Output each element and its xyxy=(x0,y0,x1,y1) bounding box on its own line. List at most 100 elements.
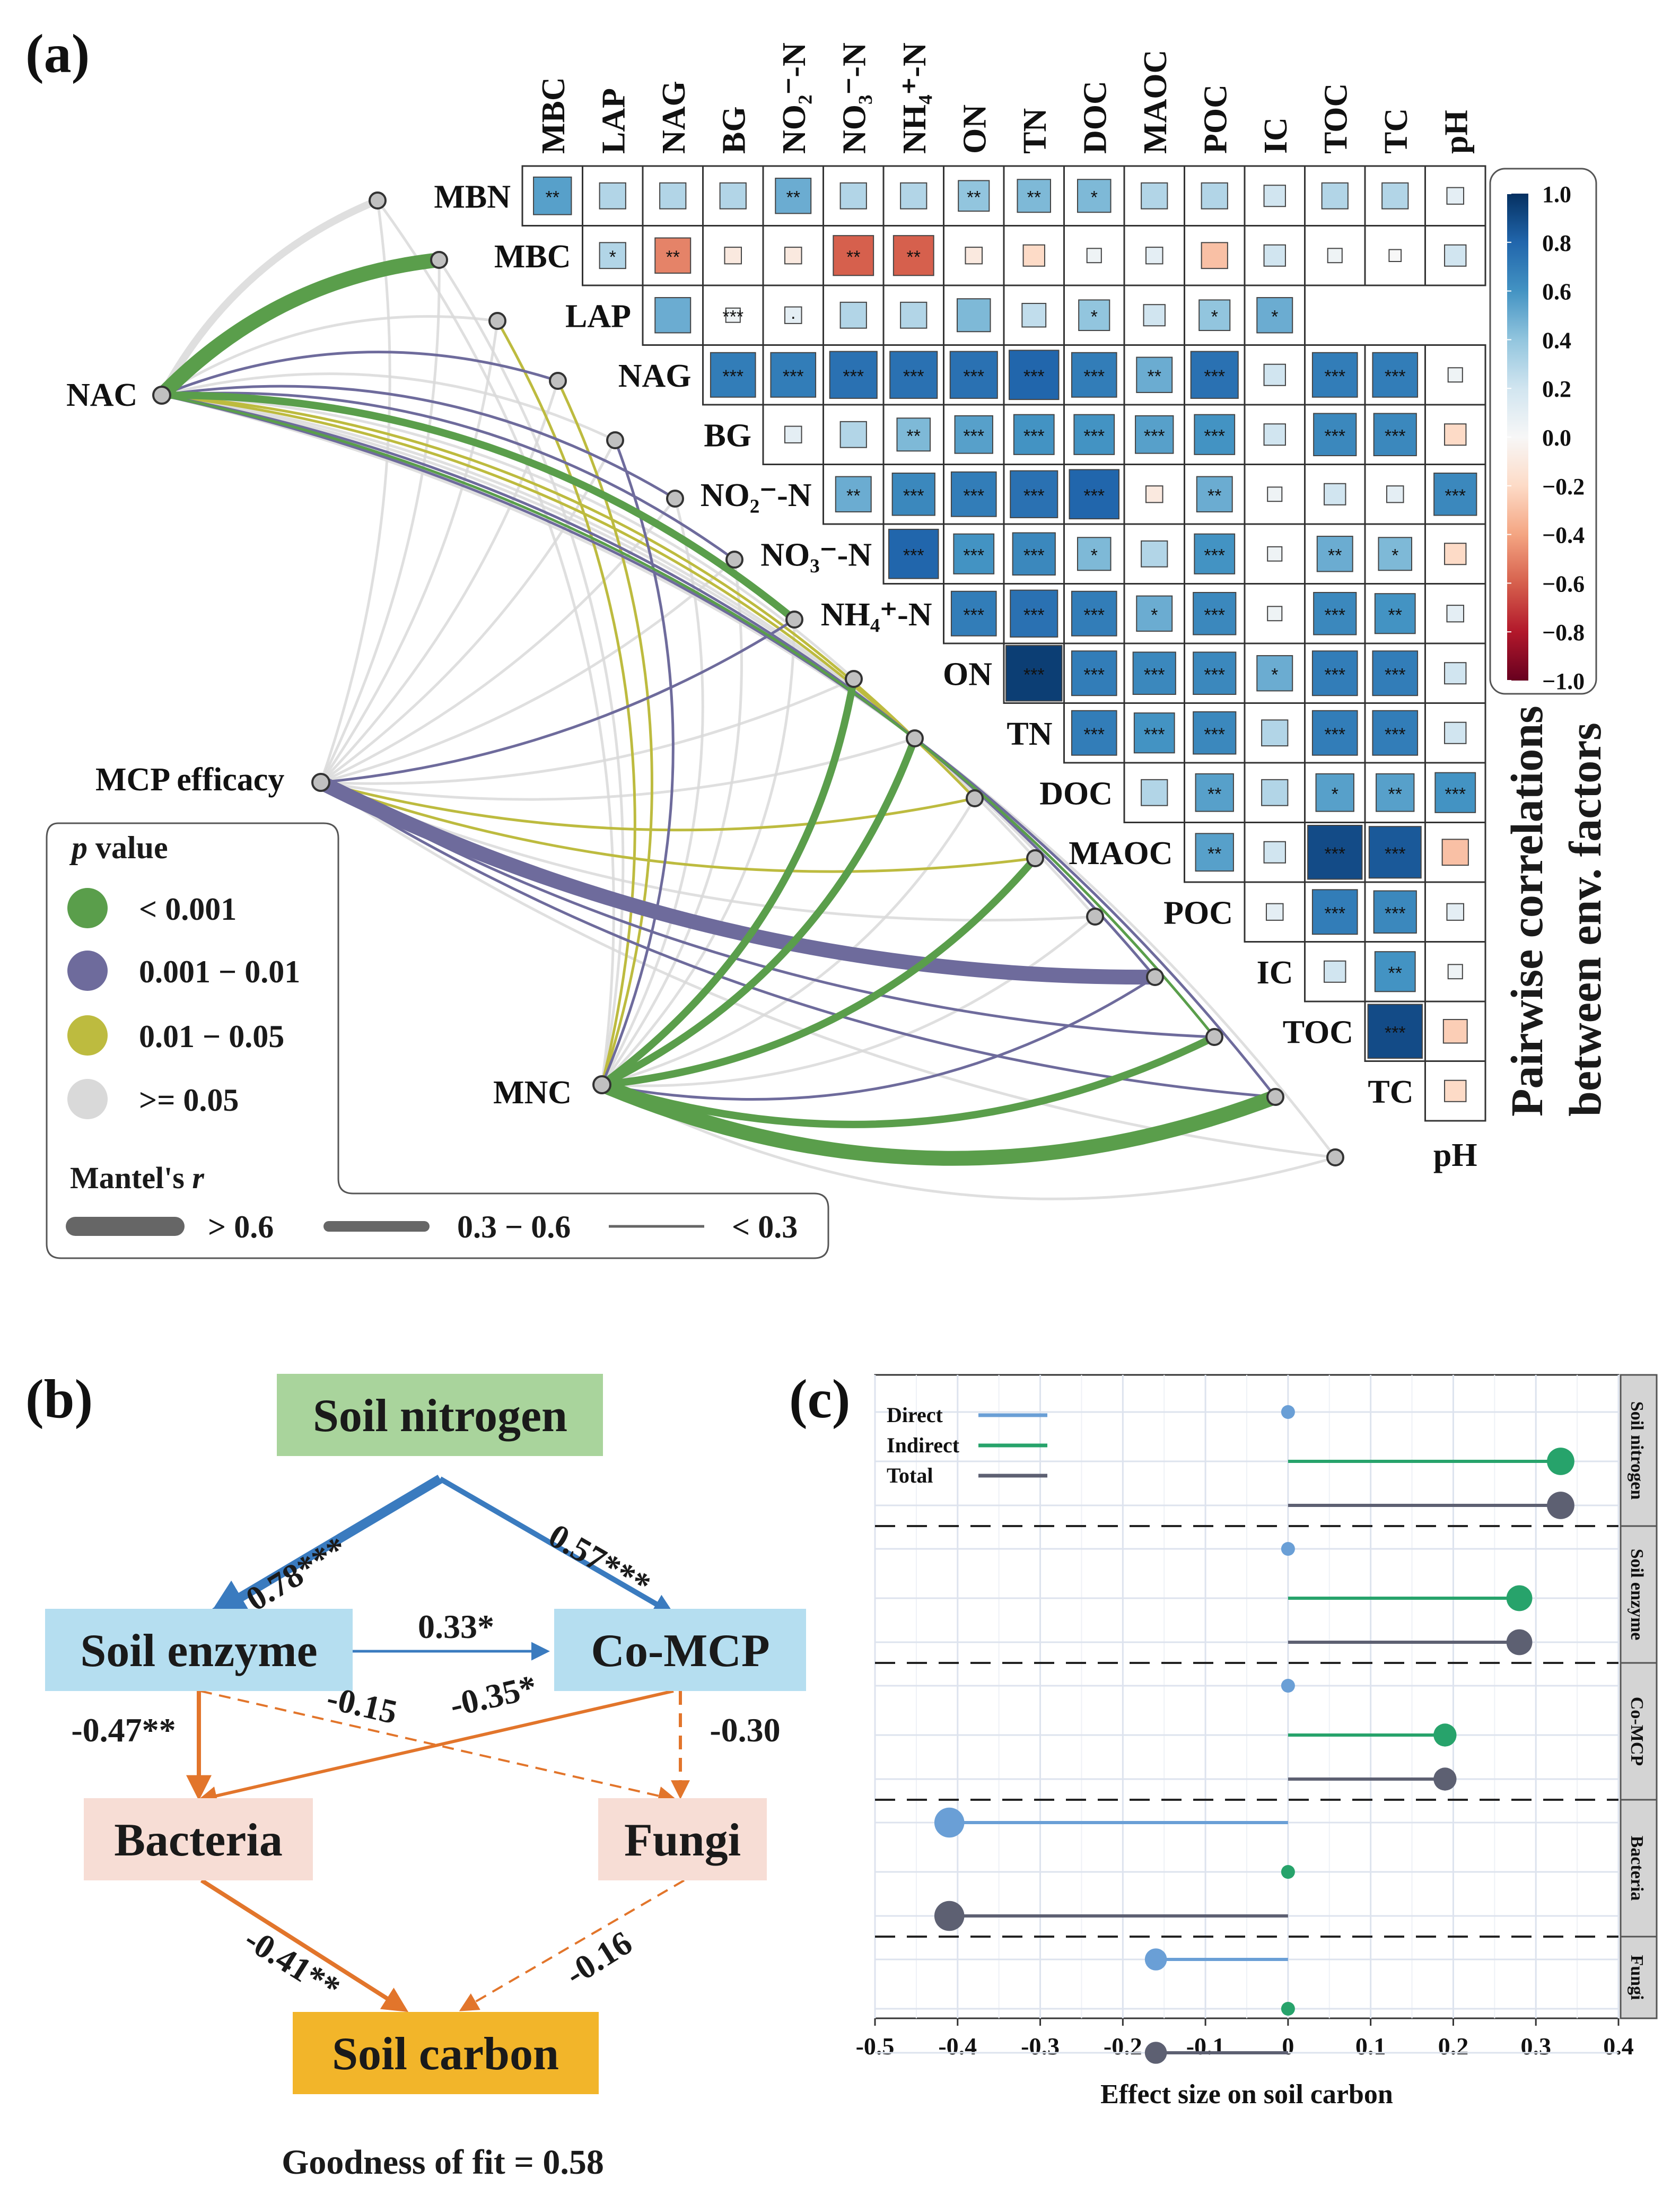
mantel-link-mcp-efficacy-mbc xyxy=(319,258,441,784)
heat-sig-6-11: *** xyxy=(1204,545,1225,565)
node-soil-carbon-label: Soil carbon xyxy=(332,2028,559,2080)
heat-square-0-12 xyxy=(1263,185,1286,207)
heat-sig-6-7: *** xyxy=(963,545,984,565)
row-label-maoc: MAOC xyxy=(1069,835,1172,872)
heat-sig-1-5: ** xyxy=(846,247,860,267)
target-node-maoc xyxy=(1026,849,1044,867)
heat-sig-6-14: * xyxy=(1392,545,1398,565)
heat-sig-7-13: *** xyxy=(1324,605,1345,625)
heat-square-15-15 xyxy=(1444,1079,1467,1102)
row-label-ic: IC xyxy=(1257,955,1293,991)
hub-node-mcp-efficacy xyxy=(311,773,330,792)
mantel-link-nac-lap xyxy=(160,315,499,397)
heat-square-3-10 xyxy=(1136,356,1173,393)
heat-square-4-10 xyxy=(1135,415,1174,454)
hub-label-mnc: MNC xyxy=(493,1075,572,1111)
row-label-no-n: NO₃⁻-N xyxy=(760,537,872,573)
heat-sig-8-9: *** xyxy=(1083,665,1105,685)
heat-cell-0-12 xyxy=(1244,165,1306,226)
mantel-links xyxy=(154,191,1344,1200)
x-tick-label-4: -0.1 xyxy=(1186,2033,1225,2060)
heat-square-5-5 xyxy=(835,476,872,512)
hub-node-mnc xyxy=(592,1075,611,1094)
row-label-toc: TOC xyxy=(1283,1014,1353,1050)
heat-square-6-13 xyxy=(1316,536,1353,572)
target-node-nh-n xyxy=(785,611,803,629)
node-soil-enzyme-label: Soil enzyme xyxy=(80,1625,317,1677)
heat-square-12-15 xyxy=(1446,903,1465,921)
legend-p-label-2: 0.001 − 0.01 xyxy=(139,954,300,989)
top-label-doc: DOC xyxy=(1077,81,1113,154)
heat-square-1-12 xyxy=(1263,244,1286,267)
mantel-link-mnc-toc xyxy=(598,1033,1218,1128)
mantel-link-nac-mbc xyxy=(154,252,447,403)
heat-sig-6-9: * xyxy=(1091,545,1098,565)
heat-square-12-12 xyxy=(1265,903,1284,921)
heat-square-5-13 xyxy=(1324,483,1346,506)
mantel-link-mcp-efficacy-mbn xyxy=(319,199,391,784)
heat-square-5-7 xyxy=(950,471,997,517)
heat-square-2-12 xyxy=(1256,297,1293,334)
node-bacteria xyxy=(84,1798,313,1880)
mantel-link-nac-ph xyxy=(160,394,1337,1159)
mantel-link-nac-ic xyxy=(160,394,1157,979)
arrow-fungi-carbon xyxy=(459,1879,685,2011)
coef-mcp-fungi: -0.30 xyxy=(710,1711,780,1749)
strip-soil-nitrogen xyxy=(1620,1374,1658,1527)
target-node-no-n xyxy=(666,490,684,508)
heat-square-4-6 xyxy=(896,417,931,452)
heat-square-9-9 xyxy=(1071,710,1117,756)
heat-square-1-7 xyxy=(965,247,983,265)
heat-square-7-9 xyxy=(1071,590,1117,637)
heat-square-8-11 xyxy=(1193,651,1237,695)
heat-square-8-8 xyxy=(1005,644,1063,702)
heat-sig-3-9: *** xyxy=(1083,367,1105,387)
point-co-mcp-total xyxy=(1433,1767,1457,1791)
heat-square-6-12 xyxy=(1267,546,1283,562)
heat-square-4-11 xyxy=(1194,414,1236,455)
top-label-maoc: MAOC xyxy=(1138,50,1174,154)
heat-square-11-12 xyxy=(1263,841,1286,864)
heat-square-3-13 xyxy=(1311,352,1358,398)
heat-sig-2-4: · xyxy=(790,307,796,327)
side-title-line2: between env. factors xyxy=(1560,722,1611,1117)
mantel-link-mnc-on xyxy=(598,675,858,1088)
heat-sig-10-13: * xyxy=(1332,784,1338,804)
heat-square-9-12 xyxy=(1261,719,1289,747)
heat-square-2-9 xyxy=(1078,299,1110,332)
heat-sig-7-7: *** xyxy=(963,605,984,625)
mantel-link-mnc-maoc xyxy=(598,855,1039,1088)
hub-label-nac: NAC xyxy=(66,377,137,413)
heat-square-7-10 xyxy=(1136,595,1173,632)
mantel-link-mnc-mbc xyxy=(438,258,625,1086)
coef-enzyme-mcp: 0.33* xyxy=(418,1608,494,1645)
top-label-bg: BG xyxy=(716,106,752,154)
row-label-lap: LAP xyxy=(565,298,631,334)
x-tick-label-0: -0.5 xyxy=(856,2033,895,2060)
x-tick-label-9: 0.4 xyxy=(1603,2033,1634,2060)
legend-p-dot-1 xyxy=(67,888,108,928)
node-fungi-label: Fungi xyxy=(624,1815,741,1866)
heat-sig-0-7: ** xyxy=(967,187,981,207)
heat-square-2-5 xyxy=(839,301,867,329)
x-tick-label-3: -0.2 xyxy=(1104,2033,1142,2060)
diagonal-factor-labels: MBN MBC LAP NAG BG NO₂⁻-N NO₃⁻-N NH₄⁺-N ON TN DOC M… xyxy=(434,179,1477,1173)
heat-square-1-1 xyxy=(599,242,626,269)
panel-a: (a) ** ** ** ** ** ** ** ***** · * * **** *** *** *** *… xyxy=(25,23,1611,1259)
heat-sig-7-9: *** xyxy=(1083,605,1105,625)
x-tick-label-1: -0.4 xyxy=(938,2033,977,2060)
heat-square-1-10 xyxy=(1145,247,1163,265)
heat-square-13-13 xyxy=(1324,960,1346,983)
heat-square-3-12 xyxy=(1263,363,1286,386)
heat-square-6-8 xyxy=(1012,532,1056,576)
top-label-no-n: NO₂⁻-N xyxy=(776,42,812,154)
colorbar-tick-label-4: 0.2 xyxy=(1542,376,1571,402)
hub-nodes: NAC MCP efficacy MNC xyxy=(66,377,611,1111)
top-label-on: ON xyxy=(957,104,993,154)
node-co-mcp-label: Co-MCP xyxy=(591,1625,769,1677)
strip-label-soil-nitrogen: Soil nitrogen xyxy=(1627,1401,1647,1500)
strip-label-soil-enzyme: Soil enzyme xyxy=(1627,1549,1647,1641)
node-soil-nitrogen xyxy=(277,1374,603,1456)
heat-square-14-14 xyxy=(1367,1004,1423,1059)
heat-square-1-2 xyxy=(654,237,692,274)
